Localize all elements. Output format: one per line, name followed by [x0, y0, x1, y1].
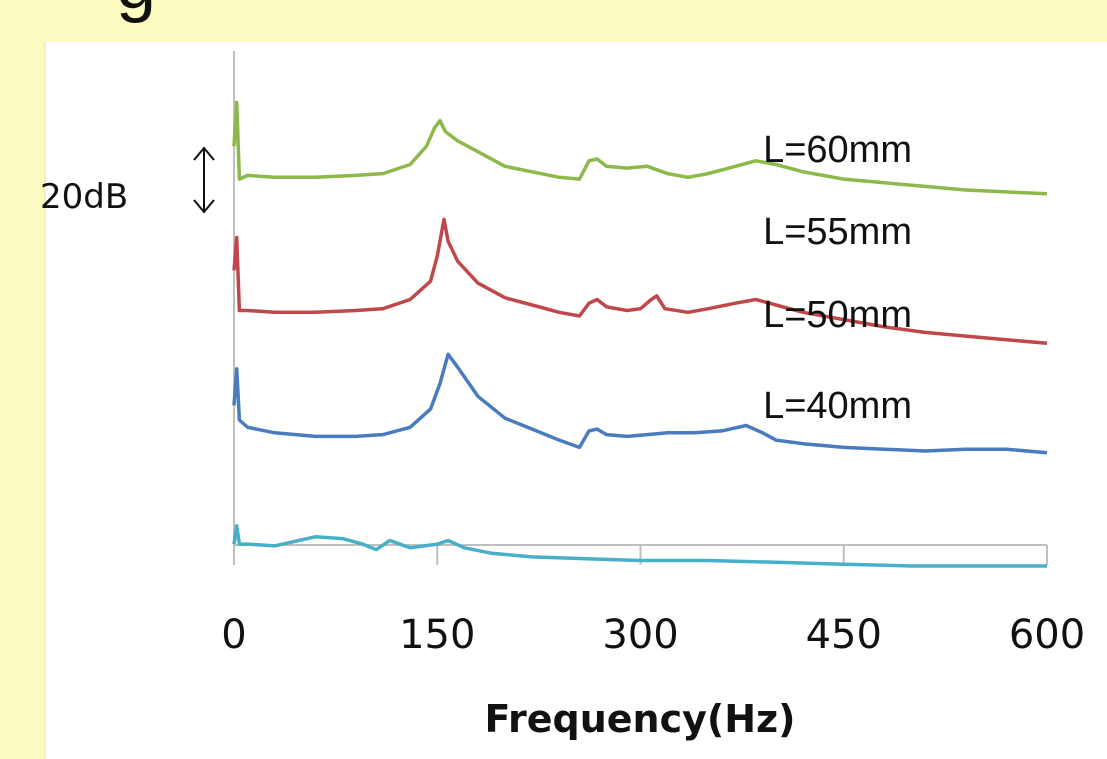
x-tick-label: 150: [399, 612, 475, 658]
series-labels: L=60mm L=55mm L=50mm L=40mm: [763, 129, 912, 427]
slide-left-band: [0, 0, 44, 759]
db-scale-bar: 20dB: [40, 146, 215, 217]
scale-bar-label: 20dB: [40, 177, 128, 217]
x-tick-labels: 0 150 300 450 600: [221, 612, 1085, 658]
x-axis-title: Frequency(Hz): [484, 697, 795, 741]
series-group: [232, 100, 1048, 568]
slide-left-band-edge: [44, 42, 46, 759]
series-line-l-50mm: [232, 352, 1048, 455]
series-label: L=60mm: [763, 129, 912, 171]
double-arrow-icon: [193, 146, 215, 214]
x-tick-label: 300: [602, 612, 678, 658]
series-line-l-40mm: [232, 524, 1047, 568]
x-tick-label: 600: [1009, 612, 1085, 658]
series-label: L=50mm: [763, 294, 912, 336]
slide-title-fragment: g: [116, 0, 156, 20]
series-label: L=55mm: [763, 211, 912, 253]
series-label: L=40mm: [763, 385, 912, 427]
slide-title-band: [0, 0, 1107, 42]
series-line-l-55mm: [232, 217, 1048, 346]
x-tick-label: 0: [221, 612, 246, 658]
series-line-l-60mm: [232, 100, 1048, 196]
x-tick-label: 450: [806, 612, 882, 658]
